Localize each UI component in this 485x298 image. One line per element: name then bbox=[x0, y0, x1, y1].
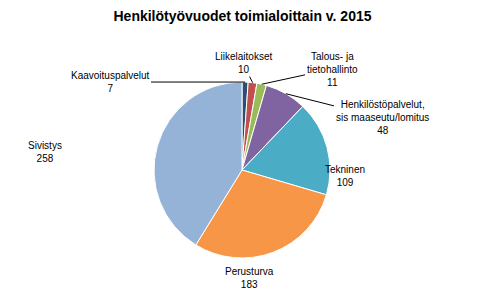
svg-text:Kaavoituspalvelut7: Kaavoituspalvelut7 bbox=[71, 70, 150, 94]
svg-text:Henkilötyövuodet toimialoittai: Henkilötyövuodet toimialoittain v. 2015 bbox=[113, 8, 371, 24]
svg-text:Perusturva183: Perusturva183 bbox=[225, 266, 274, 290]
svg-text:Sivistys258: Sivistys258 bbox=[28, 140, 62, 164]
svg-text:Henkilöstöpalvelut,sis maaseut: Henkilöstöpalvelut,sis maaseutu/lomitus4… bbox=[336, 99, 429, 136]
svg-text:Talous- jatietohallinto11: Talous- jatietohallinto11 bbox=[307, 51, 358, 88]
svg-text:Tekninen109: Tekninen109 bbox=[325, 164, 365, 188]
svg-text:Liikelaitokset10: Liikelaitokset10 bbox=[215, 51, 272, 75]
